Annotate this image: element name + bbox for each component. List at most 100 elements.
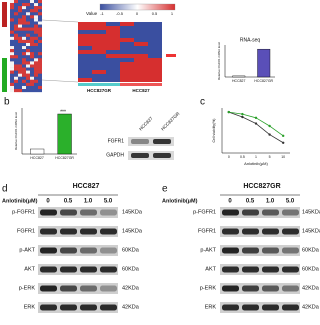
heatmap-cell xyxy=(34,55,38,59)
heatmap-cell xyxy=(22,18,26,22)
lane-label: HCC827GR xyxy=(160,111,181,132)
size-label: 60KDa xyxy=(122,247,140,253)
blot-strip xyxy=(220,226,300,237)
blot-strip xyxy=(220,302,300,313)
heatmap-cell xyxy=(14,36,18,40)
heatmap-cell xyxy=(26,67,30,71)
heatmap-cell xyxy=(14,70,18,74)
heatmap-cell xyxy=(18,67,22,71)
heatmap-cell xyxy=(22,79,26,83)
heatmap-cell xyxy=(14,42,18,47)
heatmap-cell xyxy=(30,52,34,56)
band xyxy=(242,285,259,292)
heatmap-cell xyxy=(14,79,18,83)
heatmap-cell xyxy=(30,70,34,74)
heatmap-cell xyxy=(78,34,92,38)
heatmap-cell xyxy=(38,89,42,93)
heatmap-cell xyxy=(26,89,30,93)
protein-label: p-ERK xyxy=(19,285,36,291)
heatmap-cell xyxy=(38,42,42,47)
heatmap-cell xyxy=(18,27,22,31)
cell-line: HCC827GR xyxy=(243,183,280,190)
dose: 0.5 xyxy=(246,199,255,205)
heatmap-cell xyxy=(18,6,22,10)
size-label: 42KDa xyxy=(302,285,320,291)
heatmap-cell xyxy=(92,66,106,70)
heatmap-cell xyxy=(14,33,18,37)
heatmap-cell xyxy=(38,0,42,4)
heatmap-cell xyxy=(120,74,134,78)
protein-label: p-ERK xyxy=(200,285,217,291)
protein-label: GAPDH xyxy=(106,152,124,158)
band xyxy=(100,304,117,311)
heatmap-cell xyxy=(92,42,106,46)
heatmap-cell xyxy=(38,64,42,68)
heatmap-cell xyxy=(30,58,34,62)
heatmap-cell xyxy=(26,79,30,83)
heatmap-cell xyxy=(34,61,38,65)
heatmap-cell xyxy=(26,36,30,40)
heatmap-cell xyxy=(22,70,26,74)
heatmap-cell xyxy=(92,22,106,26)
heatmap-cell xyxy=(22,61,26,65)
panel-label: d xyxy=(2,184,8,195)
treatment: Anlotinib(μM) xyxy=(162,198,198,204)
heatmap-cell xyxy=(22,73,26,77)
heatmap-cell xyxy=(18,9,22,13)
heatmap-cell xyxy=(14,3,18,7)
heatmap-cell xyxy=(26,61,30,65)
heatmap-cell xyxy=(38,67,42,71)
x-tick-label: 5 xyxy=(269,155,271,159)
band xyxy=(100,209,117,216)
heatmap-cell xyxy=(22,33,26,37)
heatmap-cell xyxy=(22,42,26,47)
heatmap-cell xyxy=(30,85,34,90)
x-tick-label: 10 xyxy=(281,155,285,159)
heatmap-cell xyxy=(18,76,22,80)
heatmap-cell xyxy=(34,36,38,40)
heatmap-cell xyxy=(26,39,30,44)
heatmap-cell xyxy=(92,46,106,50)
heatmap-cell xyxy=(10,76,14,80)
blot-strip xyxy=(220,264,300,275)
heatmap-cell xyxy=(14,76,18,80)
point xyxy=(268,133,271,136)
heatmap-cell xyxy=(78,58,92,62)
heatmap-cell xyxy=(26,9,30,13)
heatmap-cell xyxy=(34,9,38,13)
heatmap-cell xyxy=(134,74,148,78)
significance: *** xyxy=(60,109,66,115)
heatmap-cell xyxy=(26,46,30,50)
heatmap-cell xyxy=(34,24,38,28)
dose: 5.0 xyxy=(286,199,295,205)
heatmap-cell xyxy=(30,27,34,31)
heatmap-cell xyxy=(34,3,38,7)
heatmap-cell xyxy=(34,0,38,4)
heatmap-cell xyxy=(18,30,22,34)
heatmap-cell xyxy=(10,46,14,50)
heatmap-cell xyxy=(30,24,34,28)
scale-tick: -0.5 xyxy=(116,11,124,16)
panel-label: c xyxy=(200,97,205,108)
heatmap-cell xyxy=(30,33,34,37)
heatmap-cell xyxy=(78,30,92,34)
heatmap-cell xyxy=(26,42,30,47)
heatmap-cell xyxy=(30,49,34,53)
heatmap-cell xyxy=(18,79,22,83)
heatmap-cell xyxy=(18,82,22,86)
heatmap-cell xyxy=(92,30,106,34)
heatmap-cell xyxy=(34,42,38,47)
heatmap-cell xyxy=(18,46,22,50)
heatmap-cell xyxy=(22,89,26,93)
heatmap-cell xyxy=(10,58,14,62)
heatmap-cell xyxy=(14,55,18,59)
heatmap-cell xyxy=(26,64,30,68)
heatmap-cell xyxy=(30,55,34,59)
heatmap-cell xyxy=(38,61,42,65)
protein-label: FGFR1 xyxy=(108,138,125,144)
heatmap-cell xyxy=(78,66,92,70)
heatmap-cell xyxy=(22,82,26,86)
heatmap-cell xyxy=(22,64,26,68)
x-tick-label: 1 xyxy=(255,155,257,159)
